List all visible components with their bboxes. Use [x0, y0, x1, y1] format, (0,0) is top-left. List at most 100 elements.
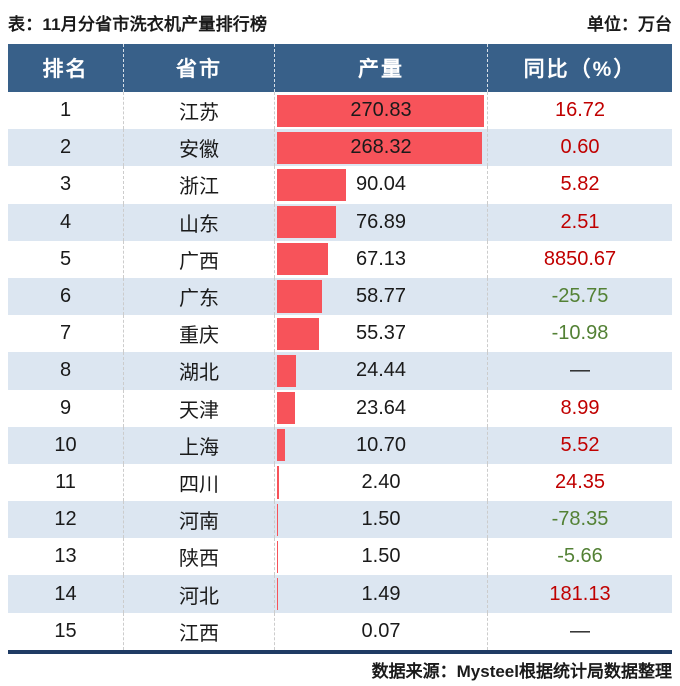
production-bar	[277, 392, 296, 425]
province-cell: 四川	[124, 463, 275, 502]
table-header-row: 排名 省市 产量 同比（%）	[8, 44, 672, 92]
table-row: 1 江苏 270.83 16.72	[8, 92, 672, 130]
yoy-cell: 24.35	[554, 470, 606, 493]
production-value: 58.77	[355, 285, 407, 308]
data-source-note: 数据来源：Mysteel根据统计局数据整理	[371, 662, 672, 682]
table-row: 15 江西 0.07 —	[8, 612, 672, 650]
column-header-province: 省市	[124, 44, 275, 92]
production-bar	[277, 540, 279, 573]
table-row: 11 四川 2.40 24.35	[8, 463, 672, 502]
production-bar	[277, 168, 346, 202]
province-cell: 河北	[124, 575, 275, 613]
rank-cell: 4	[8, 203, 124, 241]
rank-cell: 14	[8, 575, 124, 613]
table-row: 4 山东 76.89 2.51	[8, 203, 672, 241]
production-cell: 270.83	[275, 92, 488, 130]
province-cell: 陕西	[124, 538, 275, 576]
production-value: 10.70	[355, 433, 407, 456]
table-row: 9 天津 23.64 8.99	[8, 389, 672, 427]
production-value: 76.89	[355, 210, 407, 233]
production-cell: 1.50	[275, 501, 488, 539]
province-cell: 安徽	[124, 129, 275, 167]
production-bar	[277, 466, 279, 499]
table-row: 14 河北 1.49 181.13	[8, 575, 672, 613]
province-cell: 湖北	[124, 352, 275, 390]
province-cell: 重庆	[124, 315, 275, 353]
rank-cell: 10	[8, 426, 124, 464]
production-cell: 76.89	[275, 203, 488, 241]
column-header-production: 产量	[275, 44, 488, 92]
production-cell: 10.70	[275, 426, 488, 464]
production-value: 1.50	[361, 508, 401, 531]
production-value: 0.07	[361, 619, 401, 642]
rank-cell: 2	[8, 129, 124, 167]
production-ranking-table: 排名 省市 产量 同比（%） 1 江苏 270.83 16.72 2 安徽 26…	[8, 44, 672, 650]
production-cell: 24.44	[275, 352, 488, 390]
production-value: 270.83	[350, 99, 412, 122]
yoy-cell: 5.82	[560, 173, 600, 196]
production-bar	[277, 131, 483, 164]
production-value: 24.44	[355, 359, 407, 382]
production-cell: 55.37	[275, 315, 488, 353]
production-cell: 1.49	[275, 575, 488, 613]
production-bar	[277, 354, 296, 387]
rank-cell: 6	[8, 277, 124, 316]
yoy-cell: -78.35	[551, 508, 609, 531]
province-cell: 江苏	[124, 92, 275, 130]
production-value: 1.50	[361, 545, 401, 568]
production-bar	[277, 317, 320, 350]
production-value: 67.13	[355, 247, 407, 270]
province-cell: 山东	[124, 203, 275, 241]
table-row: 7 重庆 55.37 -10.98	[8, 315, 672, 353]
yoy-cell: 5.52	[560, 433, 600, 456]
rank-cell: 9	[8, 389, 124, 427]
production-bar	[277, 429, 286, 462]
production-cell: 1.50	[275, 538, 488, 576]
yoy-cell: 16.72	[554, 99, 606, 122]
province-cell: 上海	[124, 426, 275, 464]
table-body: 1 江苏 270.83 16.72 2 安徽 268.32 0.60 3 浙江 …	[8, 92, 672, 650]
production-cell: 67.13	[275, 240, 488, 278]
table-row: 10 上海 10.70 5.52	[8, 426, 672, 464]
rank-cell: 3	[8, 166, 124, 204]
table-row: 2 安徽 268.32 0.60	[8, 129, 672, 167]
production-cell: 58.77	[275, 277, 488, 316]
province-cell: 浙江	[124, 166, 275, 204]
table-row: 13 陕西 1.50 -5.66	[8, 538, 672, 576]
rank-cell: 5	[8, 240, 124, 278]
production-bar	[277, 94, 484, 127]
production-cell: 268.32	[275, 129, 488, 167]
rank-cell: 8	[8, 352, 124, 390]
yoy-cell: 181.13	[549, 582, 611, 605]
table-row: 8 湖北 24.44 —	[8, 352, 672, 390]
yoy-cell: -10.98	[551, 322, 609, 345]
province-cell: 广东	[124, 277, 275, 316]
province-cell: 江西	[124, 612, 275, 650]
production-bar	[277, 577, 279, 611]
production-value: 90.04	[355, 173, 407, 196]
production-value: 2.40	[361, 470, 401, 493]
footer: 数据来源：Mysteel根据统计局数据整理	[0, 654, 680, 686]
production-cell: 2.40	[275, 463, 488, 502]
production-value: 1.49	[361, 582, 401, 605]
rank-cell: 12	[8, 501, 124, 539]
title-bar: 表：11月分省市洗衣机产量排行榜 单位：万台	[0, 0, 680, 44]
yoy-cell: 2.51	[560, 210, 600, 233]
production-bar	[277, 503, 279, 536]
rank-cell: 11	[8, 463, 124, 502]
yoy-cell: -25.75	[551, 285, 609, 308]
table-row: 5 广西 67.13 8850.67	[8, 240, 672, 278]
production-value: 268.32	[350, 136, 412, 159]
bottom-border-rule	[8, 649, 672, 654]
province-cell: 河南	[124, 501, 275, 539]
yoy-cell: -5.66	[557, 545, 603, 568]
yoy-cell: —	[570, 619, 590, 642]
production-bar	[277, 280, 322, 313]
production-cell: 0.07	[275, 612, 488, 650]
province-cell: 天津	[124, 389, 275, 427]
table-row: 6 广东 58.77 -25.75	[8, 277, 672, 316]
yoy-cell: 8.99	[560, 396, 600, 419]
production-cell: 23.64	[275, 389, 488, 427]
page-title: 表：11月分省市洗衣机产量排行榜	[8, 14, 268, 34]
